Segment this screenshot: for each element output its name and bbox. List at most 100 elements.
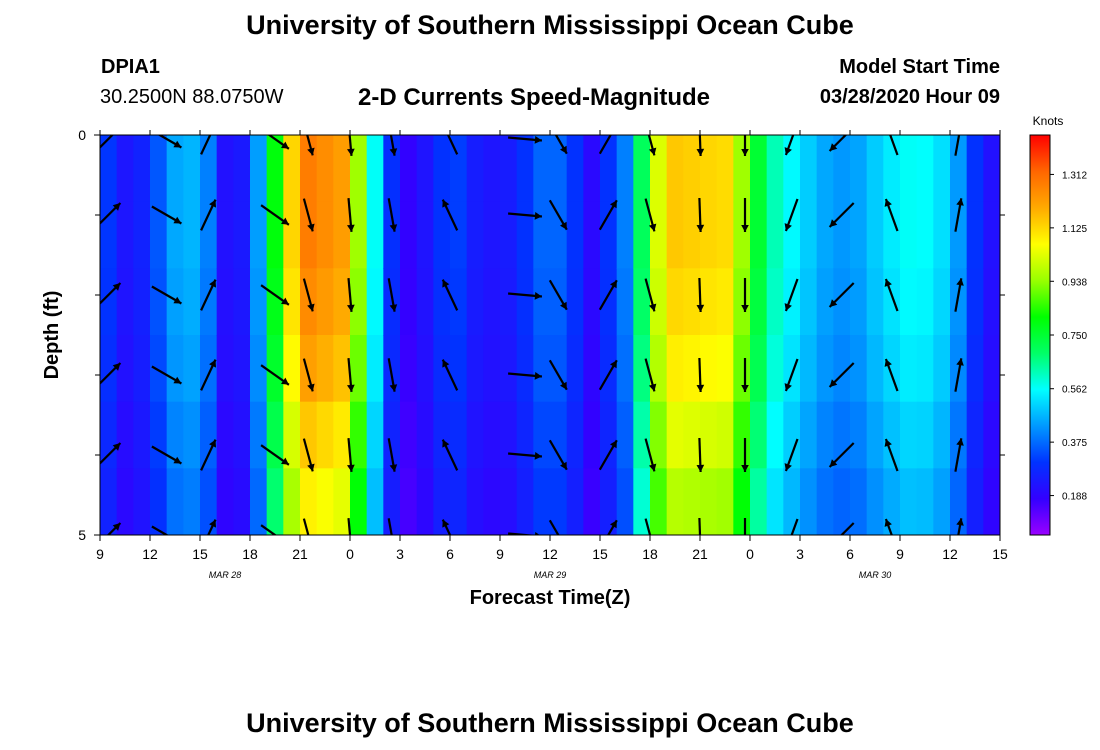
current-vector-arrow [884, 198, 899, 232]
heatmap-cell [100, 468, 118, 535]
heatmap-cell [216, 468, 234, 535]
heatmap-cell [716, 268, 734, 336]
heatmap-cell [200, 401, 218, 469]
heatmap-cell [983, 401, 1000, 469]
heatmap-cell [616, 335, 634, 403]
heatmap-cell [416, 468, 434, 535]
heatmap-cell [600, 468, 618, 535]
heatmap-cell [750, 401, 768, 469]
current-vector-arrow [741, 438, 749, 472]
heatmap-cell [166, 468, 184, 535]
heatmap-cell [450, 135, 468, 203]
heatmap-cell [933, 401, 951, 469]
heatmap-cell [166, 135, 184, 203]
heatmap-cell [900, 135, 918, 203]
heatmap-cell [783, 335, 801, 403]
current-vector-arrow [607, 519, 618, 535]
current-vector-arrow [647, 135, 657, 156]
heatmap-cell [916, 201, 934, 269]
current-vector-arrow [741, 358, 749, 392]
heatmap-cells [100, 135, 1000, 535]
station-coordinates: 30.2500N 88.0750W [100, 86, 284, 108]
current-vector-arrow [741, 135, 749, 156]
heatmap-cell [800, 401, 818, 469]
x-tick-label: 12 [542, 546, 558, 562]
current-vector-arrow [151, 365, 182, 385]
current-vector-arrow [200, 199, 217, 231]
heatmap-cell [683, 201, 701, 269]
heatmap-cell [933, 468, 951, 535]
heatmap-cell [466, 335, 484, 403]
heatmap-cell [816, 268, 834, 336]
heatmap-cell [866, 468, 884, 535]
current-vector-arrow [200, 279, 217, 311]
heatmap-cell [666, 468, 684, 535]
y-tick-label: 5 [78, 527, 86, 543]
colorbar-tick-label: 1.125 [1062, 224, 1087, 235]
heatmap-cell [883, 135, 901, 203]
heatmap-cell [666, 201, 684, 269]
current-vector-arrow [347, 135, 355, 156]
heatmap-cell [250, 268, 268, 336]
heatmap-cell [883, 468, 901, 535]
heatmap-cell [616, 135, 634, 203]
current-vector-arrow [106, 522, 122, 535]
current-vector-arrow [554, 135, 568, 155]
heatmap-cell [650, 401, 668, 469]
x-tick-label: 12 [142, 546, 158, 562]
heatmap-cell [800, 268, 818, 336]
heatmap-cell [750, 468, 768, 535]
heatmap-cell [400, 401, 418, 469]
model-start-value: 03/28/2020 Hour 09 [819, 86, 1000, 108]
heatmap-cell [250, 468, 268, 535]
heatmap-cell [700, 401, 718, 469]
heatmap-cell [250, 201, 268, 269]
heatmap-cell [566, 335, 584, 403]
current-vector-arrow [954, 135, 961, 156]
current-vector-arrow [387, 198, 398, 232]
heatmap-cell [433, 335, 451, 403]
heatmap-cell [750, 268, 768, 336]
heatmap-cell [683, 135, 701, 203]
heatmap-cell [666, 401, 684, 469]
x-tick-label: 15 [592, 546, 608, 562]
heatmap-cell [600, 335, 618, 403]
heatmap-cell [966, 401, 984, 469]
heatmap-cell [650, 335, 668, 403]
current-vector-arrow [200, 135, 212, 155]
heatmap-cell [700, 201, 718, 269]
date-label: MAR 29 [534, 570, 567, 580]
heatmap-cell [850, 135, 868, 203]
heatmap-cell [366, 468, 384, 535]
current-vector-arrow [441, 439, 459, 471]
heatmap-cell [116, 468, 134, 535]
heatmap-cell [850, 201, 868, 269]
heatmap-cell [883, 335, 901, 403]
heatmap-cell [783, 135, 801, 203]
x-tick-label: 9 [96, 546, 104, 562]
heatmap-cell [650, 468, 668, 535]
current-vector-arrow [644, 518, 652, 535]
heatmap-cell [233, 268, 251, 336]
heatmap-cell [366, 401, 384, 469]
heatmap-cell [483, 135, 501, 203]
heatmap-cell [966, 135, 984, 203]
heatmap-cell [150, 201, 168, 269]
heatmap-cell [583, 335, 601, 403]
heatmap-cell [450, 268, 468, 336]
heatmap-cell [433, 468, 451, 535]
current-vector-arrow [347, 518, 352, 535]
heatmap-cell [216, 135, 234, 203]
heatmap-cell [850, 335, 868, 403]
heatmap-cell [616, 268, 634, 336]
current-vector-arrow [508, 136, 542, 144]
heatmap-cell [666, 135, 684, 203]
current-vector-arrow [441, 359, 459, 391]
heatmap-cell [950, 468, 968, 535]
heatmap-cell [216, 401, 234, 469]
x-tick-label: 6 [446, 546, 454, 562]
heatmap-cell [866, 268, 884, 336]
heatmap-cell [566, 268, 584, 336]
heatmap-cell [650, 201, 668, 269]
y-tick-label: 0 [78, 127, 86, 143]
